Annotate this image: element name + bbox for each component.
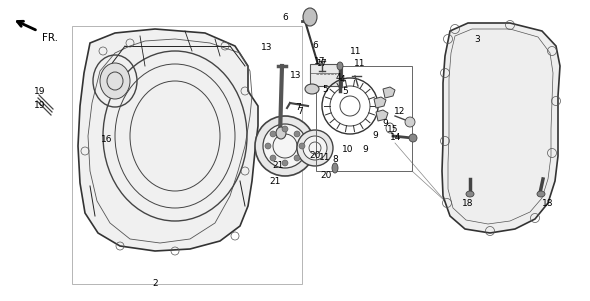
Text: 4: 4 [335, 73, 341, 82]
Text: 9: 9 [372, 132, 378, 141]
Ellipse shape [282, 126, 288, 132]
Ellipse shape [265, 143, 271, 149]
Polygon shape [442, 23, 560, 233]
Ellipse shape [270, 131, 276, 137]
Polygon shape [376, 110, 388, 121]
Ellipse shape [282, 160, 288, 166]
Ellipse shape [537, 191, 545, 197]
Text: 17: 17 [314, 57, 326, 66]
Ellipse shape [332, 163, 338, 173]
Text: 18: 18 [462, 198, 474, 207]
Ellipse shape [294, 131, 300, 137]
Polygon shape [383, 87, 395, 98]
Bar [310, 64, 342, 86]
Ellipse shape [303, 136, 327, 160]
Bar [72, 26, 302, 284]
Ellipse shape [270, 155, 276, 161]
Text: 19: 19 [34, 101, 46, 110]
Text: 11: 11 [350, 46, 362, 55]
Text: 7: 7 [297, 107, 303, 116]
Ellipse shape [409, 134, 417, 142]
Text: 5: 5 [342, 86, 348, 95]
Ellipse shape [305, 84, 319, 94]
Bar [316, 66, 412, 171]
Text: 17: 17 [316, 58, 326, 67]
Polygon shape [78, 29, 258, 251]
Text: 13: 13 [261, 42, 273, 51]
Ellipse shape [297, 130, 333, 166]
Ellipse shape [255, 116, 315, 176]
Text: 13: 13 [290, 72, 301, 80]
Polygon shape [374, 97, 386, 108]
Ellipse shape [466, 191, 474, 197]
Ellipse shape [405, 117, 415, 127]
Text: 10: 10 [342, 144, 354, 154]
Text: 9: 9 [382, 119, 388, 128]
Text: 21: 21 [273, 162, 284, 170]
Text: 9: 9 [362, 144, 368, 154]
Text: 7: 7 [295, 103, 301, 111]
Text: 2: 2 [152, 278, 158, 287]
Text: 6: 6 [282, 13, 288, 21]
Text: 8: 8 [332, 154, 338, 163]
Ellipse shape [303, 8, 317, 26]
Text: 20: 20 [309, 151, 321, 160]
Ellipse shape [276, 127, 286, 139]
Ellipse shape [100, 63, 130, 99]
Text: 21: 21 [269, 176, 281, 185]
Text: 15: 15 [387, 125, 399, 134]
Text: 18: 18 [542, 198, 554, 207]
Text: 6: 6 [312, 42, 318, 51]
Text: 14: 14 [391, 134, 402, 142]
Text: 5: 5 [322, 85, 328, 94]
Ellipse shape [337, 62, 343, 70]
Text: 4: 4 [340, 75, 346, 83]
Text: 20: 20 [320, 170, 332, 179]
Text: 11: 11 [354, 60, 366, 69]
Ellipse shape [299, 143, 305, 149]
Ellipse shape [294, 155, 300, 161]
Text: 3: 3 [474, 35, 480, 44]
Text: 19: 19 [34, 86, 46, 95]
Text: 12: 12 [394, 107, 406, 116]
Ellipse shape [263, 124, 307, 168]
Text: 11: 11 [319, 154, 331, 163]
Text: FR.: FR. [42, 33, 58, 43]
Text: 16: 16 [101, 135, 113, 144]
